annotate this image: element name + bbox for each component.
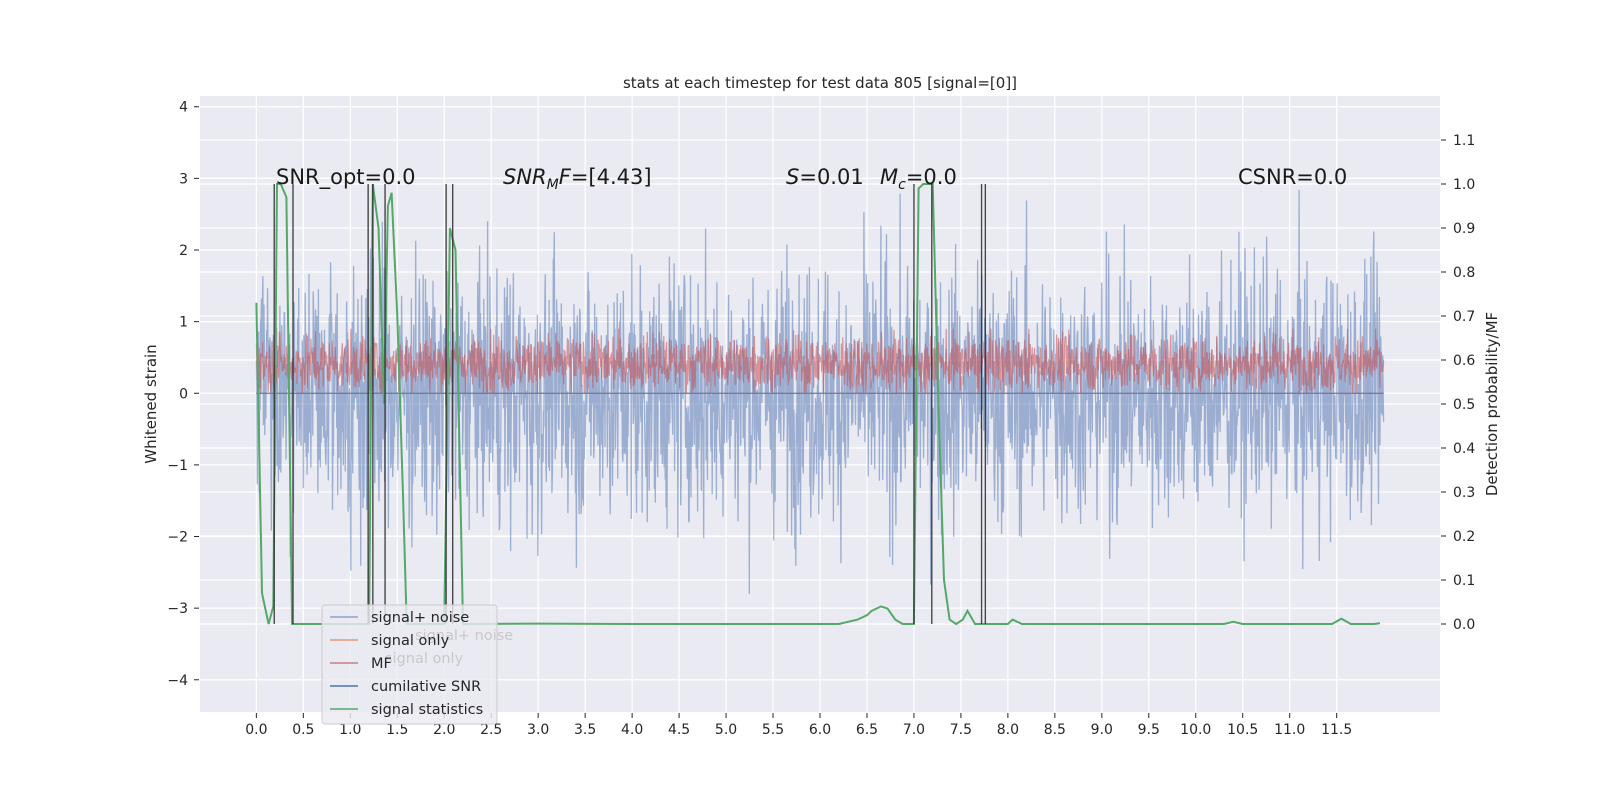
y-right-tick-label: 1.1 xyxy=(1453,133,1475,149)
legend-ghost-text: signal+ noise xyxy=(415,628,513,644)
x-tick-label: 11.0 xyxy=(1274,722,1305,738)
chart-title: stats at each timestep for test data 805… xyxy=(623,74,1017,92)
annotation-s: S=0.01 xyxy=(786,165,864,189)
y-right-tick-label: 0.7 xyxy=(1453,309,1475,325)
legend-label-signal-statistics: signal statistics xyxy=(371,702,483,718)
y-tick-label: 4 xyxy=(179,100,188,116)
x-tick-label: 0.0 xyxy=(245,722,267,738)
y-right-tick-label: 0.2 xyxy=(1453,529,1475,545)
y-right-tick-label: 0.5 xyxy=(1453,397,1475,413)
y-right-tick-label: 0.6 xyxy=(1453,353,1475,369)
x-tick-label: 3.5 xyxy=(574,722,596,738)
annotation-snr-mf: SNRMF=[4.43] xyxy=(503,165,652,193)
legend-label-cumilative-snr: cumilative SNR xyxy=(371,679,481,695)
legend-label-mf: MF xyxy=(371,656,392,672)
legend-box xyxy=(321,604,498,725)
y-right-tick-label: 0.1 xyxy=(1453,573,1475,589)
x-tick-label: 6.5 xyxy=(856,722,878,738)
annotation-csnr: CSNR=0.0 xyxy=(1238,165,1347,189)
y-axis-right-label: Detection probability/MF xyxy=(1483,312,1501,496)
x-tick-label: 9.5 xyxy=(1138,722,1160,738)
x-tick-label: 8.0 xyxy=(997,722,1019,738)
y-tick-label: −1 xyxy=(167,458,188,474)
y-right-tick-label: 0.8 xyxy=(1453,265,1475,281)
x-tick-label: 1.0 xyxy=(339,722,361,738)
legend-ghost-text: signal only xyxy=(385,651,464,667)
x-tick-label: 6.0 xyxy=(809,722,831,738)
x-tick-label: 2.5 xyxy=(480,722,502,738)
y-right-tick-label: 0.0 xyxy=(1453,617,1475,633)
x-tick-label: 4.0 xyxy=(621,722,643,738)
y-axis-label: Whitened strain xyxy=(142,344,160,463)
x-tick-label: 9.0 xyxy=(1091,722,1113,738)
x-tick-label: 4.5 xyxy=(668,722,690,738)
series-layer xyxy=(255,183,1385,626)
series-mf-line xyxy=(255,328,1385,394)
x-tick-label: 0.5 xyxy=(292,722,314,738)
y-axis-right: 1.1 1.0 0.9 0.8 0.7 0.6 0.5 0.4 0.3 0.2 0.1 0.0 xyxy=(1441,133,1475,633)
x-tick-label: 1.5 xyxy=(386,722,408,738)
y-tick-label: 0 xyxy=(179,386,188,402)
annotations: SNR_opt=0.0 SNRMF=[4.43] S=0.01 Mc=0.0 C… xyxy=(276,165,1347,193)
y-tick-label: 3 xyxy=(179,171,188,187)
x-tick-label: 5.0 xyxy=(715,722,737,738)
legend-label-signal-only: signal only xyxy=(371,633,450,649)
vertical-markers xyxy=(273,184,987,624)
series-signal-statistics-line xyxy=(255,183,1381,626)
x-tick-label: 2.0 xyxy=(433,722,455,738)
x-tick-label: 7.0 xyxy=(903,722,925,738)
y-right-tick-label: 0.4 xyxy=(1453,441,1475,457)
y-right-tick-label: 0.3 xyxy=(1453,485,1475,501)
legend: signal+ noise signal only signal+ noise … xyxy=(321,604,513,725)
x-axis: 0.0 0.5 1.0 1.5 2.0 2.5 3.0 3.5 4.0 4.5 5.0 5.5 6.0 6… xyxy=(245,713,1352,738)
y-tick-label: −4 xyxy=(167,673,188,689)
y-tick-label: −3 xyxy=(167,601,188,617)
annotation-snr-opt: SNR_opt=0.0 xyxy=(276,165,416,190)
x-tick-label: 11.5 xyxy=(1321,722,1352,738)
x-tick-label: 8.5 xyxy=(1044,722,1066,738)
y-axis-left: 4 3 2 1 0 −1 −2 −3 −4 xyxy=(167,100,199,689)
y-right-tick-label: 0.9 xyxy=(1453,221,1475,237)
x-tick-label: 7.5 xyxy=(950,722,972,738)
y-tick-label: −2 xyxy=(167,530,188,546)
annotation-mc: Mc=0.0 xyxy=(880,165,957,193)
x-tick-label: 5.5 xyxy=(762,722,784,738)
x-tick-label: 10.0 xyxy=(1180,722,1211,738)
legend-label-signal-noise: signal+ noise xyxy=(371,610,469,626)
y-right-tick-label: 1.0 xyxy=(1453,177,1475,193)
x-tick-label: 10.5 xyxy=(1227,722,1258,738)
y-tick-label: 2 xyxy=(179,243,188,259)
x-tick-label: 3.0 xyxy=(527,722,549,738)
y-tick-label: 1 xyxy=(179,315,188,331)
